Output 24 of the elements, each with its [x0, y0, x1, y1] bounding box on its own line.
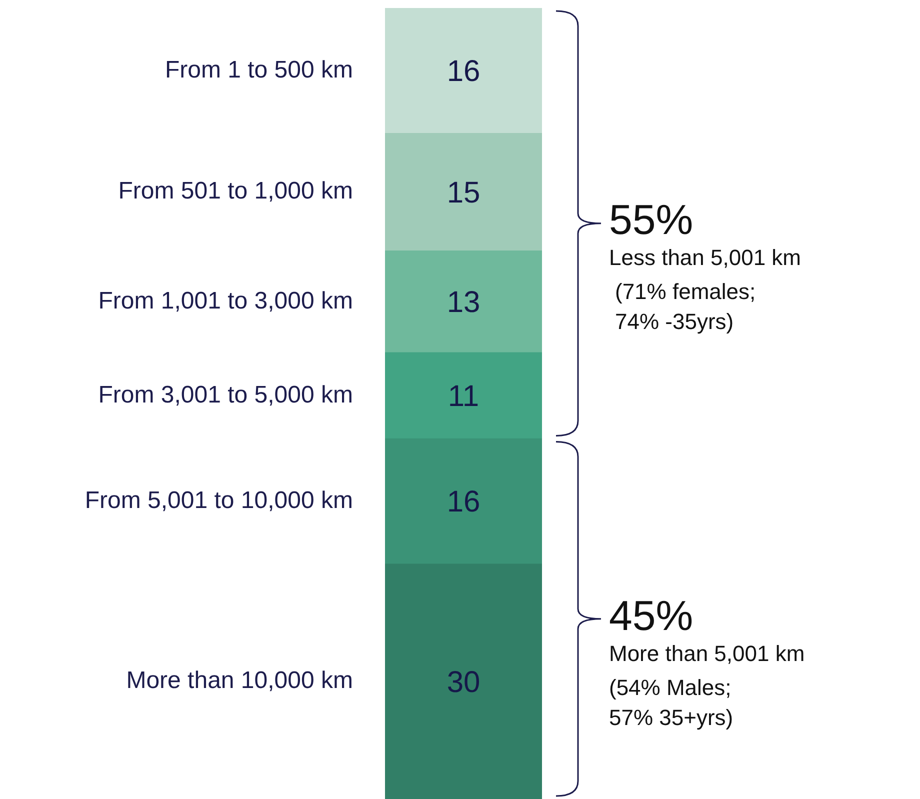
- data-label: 30: [446, 666, 480, 699]
- series-label: From 5,001 to 10,000 km: [84, 487, 353, 514]
- bar: [385, 132, 542, 252]
- data-label: 15: [446, 176, 480, 210]
- series-label: From 3,001 to 5,000 km: [98, 381, 353, 408]
- data-label: 13: [446, 286, 480, 319]
- data-label: 11: [448, 380, 480, 413]
- bar: [385, 438, 542, 564]
- data-label: 16: [446, 486, 480, 519]
- text: Less than 5,001 km: [609, 244, 802, 272]
- bar: [385, 250, 542, 353]
- series-label: From 501 to 1,000 km: [118, 178, 353, 205]
- text: (54% Males; 57% 35+yrs): [609, 674, 734, 732]
- bar: [385, 564, 542, 799]
- bar: [385, 8, 542, 134]
- data-label: 16: [446, 54, 480, 88]
- text: 55%: [609, 196, 694, 244]
- text: (71% females; 74% -35yrs): [615, 278, 756, 336]
- text: 45%: [609, 592, 694, 639]
- series-label: More than 10,000 km: [126, 667, 353, 694]
- series-label: From 1 to 500 km: [164, 56, 353, 84]
- text: More than 5,001 km: [609, 640, 805, 668]
- series-label: From 1,001 to 3,000 km: [98, 287, 353, 314]
- bar: [385, 352, 542, 440]
